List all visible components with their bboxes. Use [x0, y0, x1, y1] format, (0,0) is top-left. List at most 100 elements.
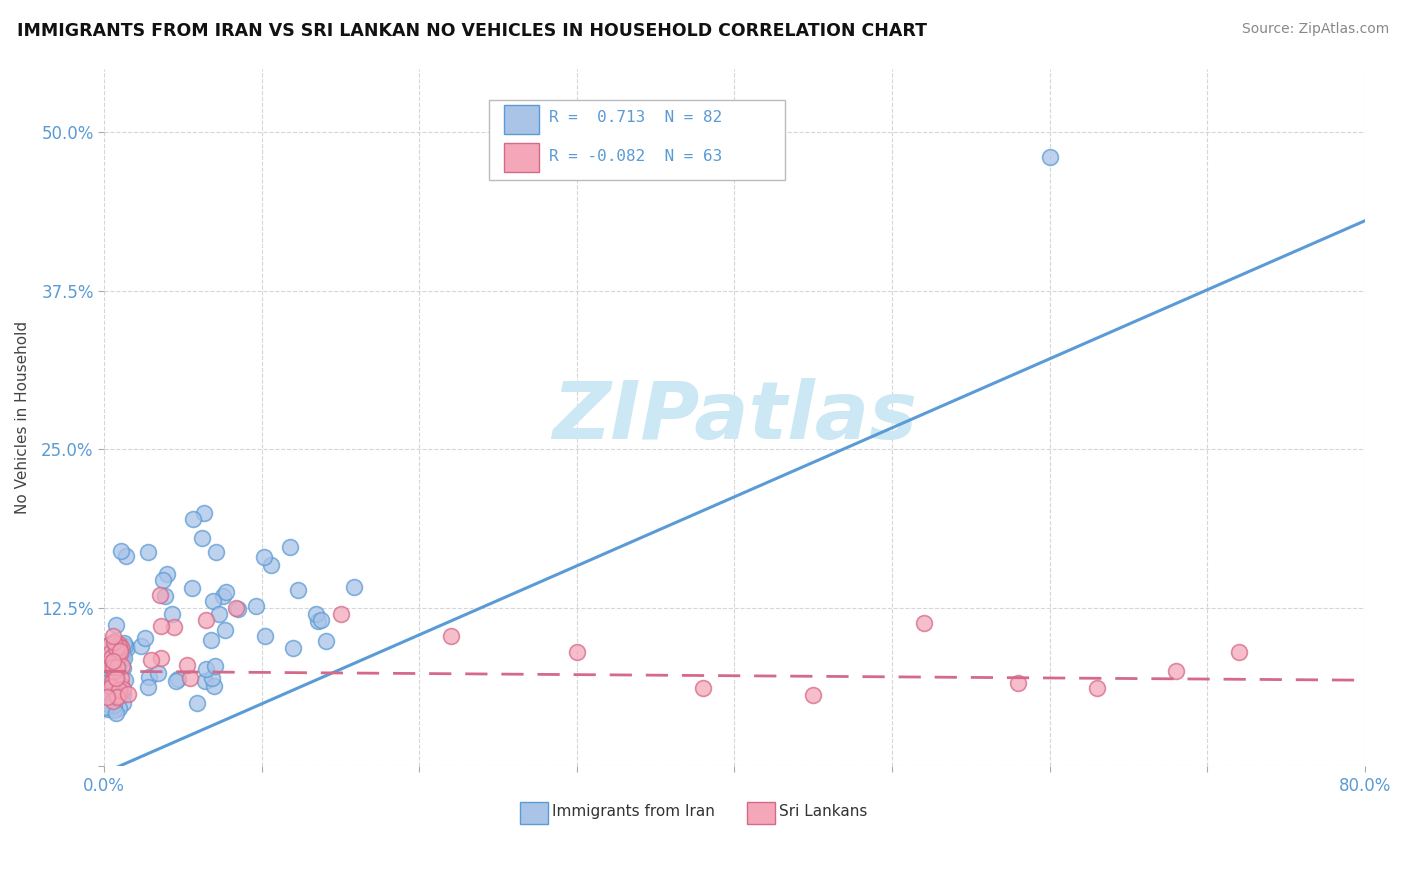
- Point: [96, 676, 118, 690]
- Point: [205, 545, 228, 559]
- Point: [105, 636, 128, 650]
- Point: [1039, 150, 1062, 164]
- Point: [97, 651, 120, 665]
- Point: [107, 677, 129, 691]
- Point: [278, 540, 301, 554]
- Point: [105, 672, 128, 686]
- Point: [1007, 676, 1029, 690]
- Text: R =  0.713  N = 82: R = 0.713 N = 82: [550, 110, 723, 125]
- Point: [98, 672, 121, 686]
- Point: [107, 679, 129, 693]
- Point: [97, 674, 120, 689]
- Text: Sri Lankans: Sri Lankans: [779, 805, 868, 820]
- Point: [100, 675, 122, 690]
- Point: [112, 636, 135, 650]
- Point: [260, 558, 283, 573]
- Point: [100, 680, 122, 694]
- Point: [315, 633, 337, 648]
- Point: [117, 687, 139, 701]
- Point: [692, 681, 714, 695]
- Point: [108, 683, 131, 698]
- Point: [283, 641, 305, 656]
- Point: [194, 674, 217, 689]
- Point: [107, 661, 129, 675]
- Point: [181, 582, 204, 596]
- Point: [150, 651, 173, 665]
- Point: [179, 671, 201, 685]
- Point: [96, 657, 118, 671]
- Point: [176, 658, 198, 673]
- Point: [111, 650, 134, 665]
- Point: [149, 588, 172, 602]
- Y-axis label: No Vehicles in Household: No Vehicles in Household: [15, 321, 30, 514]
- Point: [115, 549, 138, 563]
- Point: [108, 644, 131, 658]
- Point: [1164, 665, 1187, 679]
- Point: [152, 573, 174, 587]
- Point: [104, 670, 127, 684]
- Point: [307, 614, 329, 628]
- Point: [165, 674, 187, 689]
- Point: [107, 689, 129, 703]
- Point: [343, 580, 366, 594]
- Point: [101, 694, 124, 708]
- Point: [103, 647, 125, 661]
- Point: [155, 589, 177, 603]
- Point: [136, 544, 159, 558]
- Point: [101, 654, 124, 668]
- Point: [212, 589, 235, 603]
- Point: [134, 631, 156, 645]
- Point: [100, 650, 122, 665]
- Bar: [503, 105, 538, 135]
- Point: [912, 616, 935, 631]
- Point: [94, 699, 117, 714]
- Text: IMMIGRANTS FROM IRAN VS SRI LANKAN NO VEHICLES IN HOUSEHOLD CORRELATION CHART: IMMIGRANTS FROM IRAN VS SRI LANKAN NO VE…: [17, 22, 927, 40]
- Bar: [520, 802, 548, 824]
- Text: Source: ZipAtlas.com: Source: ZipAtlas.com: [1241, 22, 1389, 37]
- Text: ZIPatlas: ZIPatlas: [553, 378, 917, 457]
- Point: [101, 657, 124, 672]
- Point: [114, 673, 136, 687]
- Text: R = -0.082  N = 63: R = -0.082 N = 63: [550, 149, 723, 163]
- Point: [103, 651, 125, 665]
- Point: [200, 632, 222, 647]
- Point: [103, 698, 125, 712]
- Point: [111, 643, 134, 657]
- Point: [111, 682, 134, 697]
- Point: [136, 681, 159, 695]
- Point: [112, 697, 135, 711]
- Point: [103, 693, 125, 707]
- Point: [110, 640, 132, 654]
- Point: [166, 673, 188, 687]
- Point: [253, 629, 276, 643]
- Point: [245, 599, 267, 613]
- Point: [110, 543, 132, 558]
- Point: [105, 690, 128, 704]
- Point: [104, 686, 127, 700]
- Point: [305, 607, 328, 621]
- Point: [98, 637, 121, 651]
- Point: [141, 653, 163, 667]
- Point: [138, 670, 160, 684]
- Point: [440, 629, 463, 643]
- Point: [112, 660, 135, 674]
- Point: [103, 673, 125, 688]
- Point: [111, 659, 134, 673]
- Point: [98, 637, 121, 651]
- Point: [103, 703, 125, 717]
- Point: [96, 689, 118, 703]
- Point: [103, 671, 125, 685]
- Point: [108, 640, 131, 654]
- Point: [97, 657, 120, 672]
- Point: [215, 584, 238, 599]
- Bar: [747, 802, 775, 824]
- Point: [201, 594, 224, 608]
- Text: Immigrants from Iran: Immigrants from Iran: [551, 805, 714, 820]
- Point: [108, 648, 131, 662]
- Point: [107, 637, 129, 651]
- Point: [287, 582, 309, 597]
- Point: [98, 659, 121, 673]
- Point: [190, 531, 212, 545]
- Point: [225, 600, 247, 615]
- Point: [156, 567, 179, 582]
